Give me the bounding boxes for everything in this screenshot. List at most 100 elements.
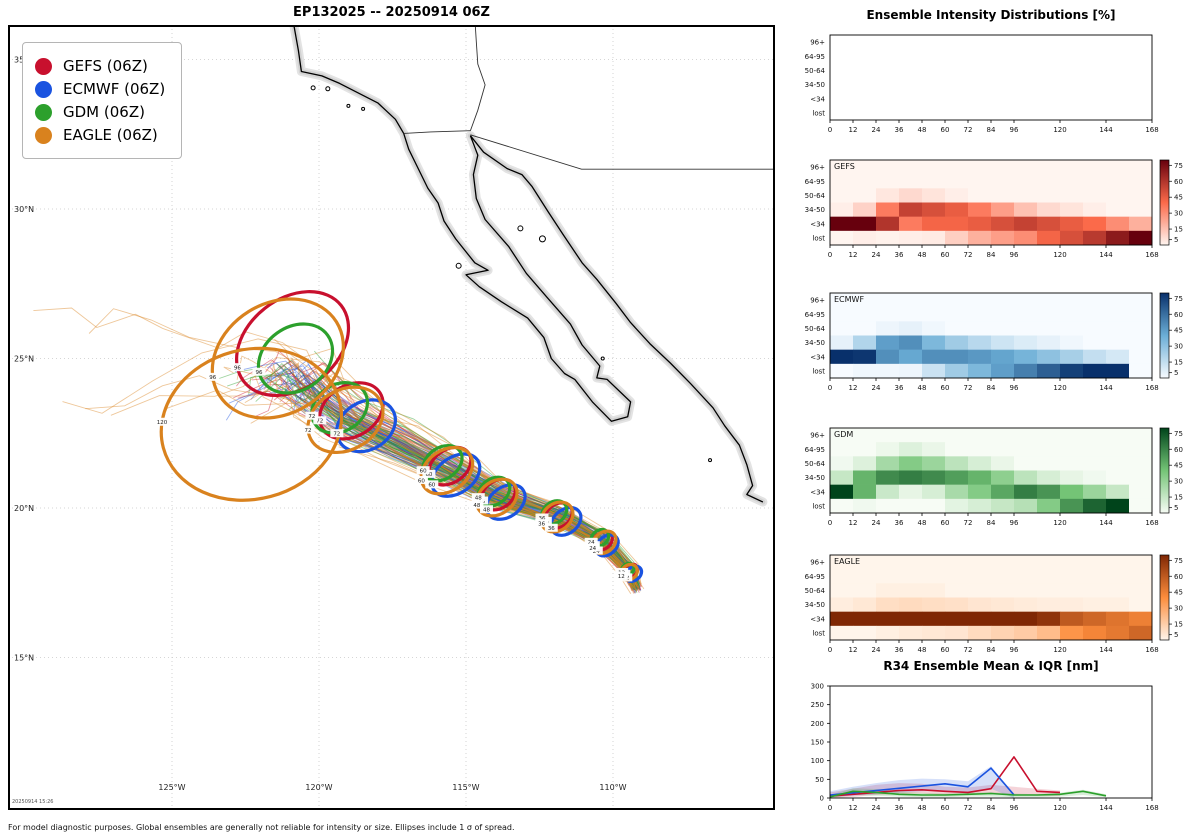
- svg-text:12: 12: [849, 384, 858, 392]
- svg-text:168: 168: [1145, 251, 1158, 259]
- svg-text:50: 50: [815, 776, 824, 784]
- svg-text:60: 60: [420, 469, 427, 475]
- svg-text:15: 15: [1174, 359, 1183, 367]
- svg-text:64-95: 64-95: [805, 178, 825, 186]
- svg-text:72: 72: [964, 384, 973, 392]
- svg-text:24: 24: [872, 519, 881, 527]
- svg-text:15: 15: [1174, 494, 1183, 502]
- svg-text:GDM: GDM: [834, 430, 853, 439]
- r34-title: R34 Ensemble Mean & IQR [nm]: [883, 659, 1099, 673]
- svg-text:0: 0: [828, 646, 832, 654]
- svg-text:144: 144: [1099, 126, 1113, 134]
- legend-label: ECMWF (06Z): [63, 80, 166, 98]
- eagle-intensity-heatmap: 96+ 64-95 50-64 34-50 <34 lost 0 12 24 36 48 60 72 84…: [805, 554, 1183, 654]
- svg-text:30: 30: [1174, 343, 1183, 351]
- svg-text:<34: <34: [810, 95, 825, 103]
- svg-text:75: 75: [1174, 430, 1183, 438]
- footer-note: For model diagnostic purposes. Global en…: [8, 823, 515, 832]
- track-map: 1224364860729612243648607212243648607296…: [8, 25, 775, 810]
- intensity-axes-panel: 96+ 64-95 50-64 34-50 <34 lost 0 12 24 36 48 60 72 84…: [805, 34, 1159, 134]
- svg-text:96+: 96+: [810, 559, 825, 567]
- spread-ellipses: 1224364860729612243648607212243648607296…: [155, 290, 644, 583]
- svg-text:45: 45: [1174, 462, 1183, 470]
- svg-text:48: 48: [918, 519, 927, 527]
- svg-text:60: 60: [1174, 573, 1183, 581]
- svg-text:144: 144: [1099, 646, 1113, 654]
- svg-text:50-64: 50-64: [805, 325, 826, 333]
- svg-text:12: 12: [849, 804, 858, 812]
- svg-text:<34: <34: [810, 488, 825, 496]
- svg-text:30: 30: [1174, 605, 1183, 613]
- svg-text:0: 0: [828, 251, 832, 259]
- svg-text:0: 0: [828, 804, 832, 812]
- svg-text:12: 12: [849, 519, 858, 527]
- svg-text:GEFS: GEFS: [834, 162, 855, 171]
- svg-text:5: 5: [1174, 631, 1178, 639]
- svg-text:96: 96: [209, 375, 216, 381]
- svg-text:34-50: 34-50: [805, 206, 825, 214]
- svg-text:60: 60: [941, 646, 950, 654]
- svg-text:60: 60: [1174, 446, 1183, 454]
- svg-text:5: 5: [1174, 236, 1178, 244]
- svg-text:48: 48: [918, 126, 927, 134]
- svg-text:48: 48: [483, 508, 490, 514]
- svg-text:72: 72: [964, 646, 973, 654]
- svg-text:84: 84: [987, 126, 996, 134]
- svg-text:100: 100: [811, 757, 824, 765]
- svg-text:36: 36: [538, 522, 545, 528]
- svg-text:36: 36: [895, 384, 904, 392]
- svg-text:45: 45: [1174, 589, 1183, 597]
- svg-text:48: 48: [918, 646, 927, 654]
- legend-label: EAGLE (06Z): [63, 126, 158, 144]
- svg-text:48: 48: [473, 503, 480, 509]
- svg-text:300: 300: [811, 683, 824, 691]
- svg-text:50-64: 50-64: [805, 587, 826, 595]
- svg-text:60: 60: [941, 804, 950, 812]
- svg-text:120: 120: [1053, 519, 1066, 527]
- svg-text:144: 144: [1099, 251, 1113, 259]
- svg-text:96+: 96+: [810, 297, 825, 305]
- svg-text:72: 72: [964, 804, 973, 812]
- svg-text:64-95: 64-95: [805, 311, 825, 319]
- svg-text:120: 120: [157, 420, 168, 426]
- svg-text:50-64: 50-64: [805, 192, 826, 200]
- svg-text:<34: <34: [810, 353, 825, 361]
- svg-text:72: 72: [964, 251, 973, 259]
- svg-text:150: 150: [811, 739, 824, 747]
- svg-text:36: 36: [548, 526, 555, 532]
- svg-text:24: 24: [588, 540, 595, 546]
- svg-text:24: 24: [872, 251, 881, 259]
- gefs-intensity-heatmap: 96+ 64-95 50-64 34-50 <34 lost 0 12 24 36 48 60 72 84…: [805, 159, 1183, 259]
- svg-text:60: 60: [428, 483, 435, 489]
- svg-text:48: 48: [918, 384, 927, 392]
- svg-text:75: 75: [1174, 557, 1183, 565]
- svg-text:64-95: 64-95: [805, 446, 825, 454]
- svg-text:24: 24: [589, 546, 596, 552]
- svg-text:12: 12: [849, 251, 858, 259]
- svg-text:24: 24: [593, 549, 600, 555]
- svg-text:45: 45: [1174, 194, 1183, 202]
- svg-text:60: 60: [1174, 311, 1183, 319]
- svg-text:15: 15: [1174, 226, 1183, 234]
- svg-text:30°N: 30°N: [14, 205, 34, 214]
- svg-text:60: 60: [425, 472, 432, 478]
- map-content: 1224364860729612243648607212243648607296…: [8, 25, 775, 810]
- svg-text:lost: lost: [812, 502, 825, 510]
- svg-text:50-64: 50-64: [805, 67, 826, 75]
- svg-text:96+: 96+: [810, 164, 825, 172]
- svg-text:84: 84: [987, 646, 996, 654]
- svg-text:72: 72: [964, 519, 973, 527]
- svg-text:34-50: 34-50: [805, 601, 825, 609]
- svg-text:120: 120: [1053, 251, 1066, 259]
- svg-text:15°N: 15°N: [14, 654, 34, 663]
- svg-text:5: 5: [1174, 369, 1178, 377]
- svg-text:96: 96: [255, 370, 262, 376]
- svg-text:lost: lost: [812, 234, 825, 242]
- svg-text:12: 12: [618, 574, 625, 580]
- svg-text:lost: lost: [812, 629, 825, 637]
- legend-item: GEFS (06Z): [35, 57, 165, 75]
- svg-text:84: 84: [987, 519, 996, 527]
- legend-item: GDM (06Z): [35, 103, 165, 121]
- svg-text:0: 0: [828, 126, 832, 134]
- svg-text:0: 0: [828, 519, 832, 527]
